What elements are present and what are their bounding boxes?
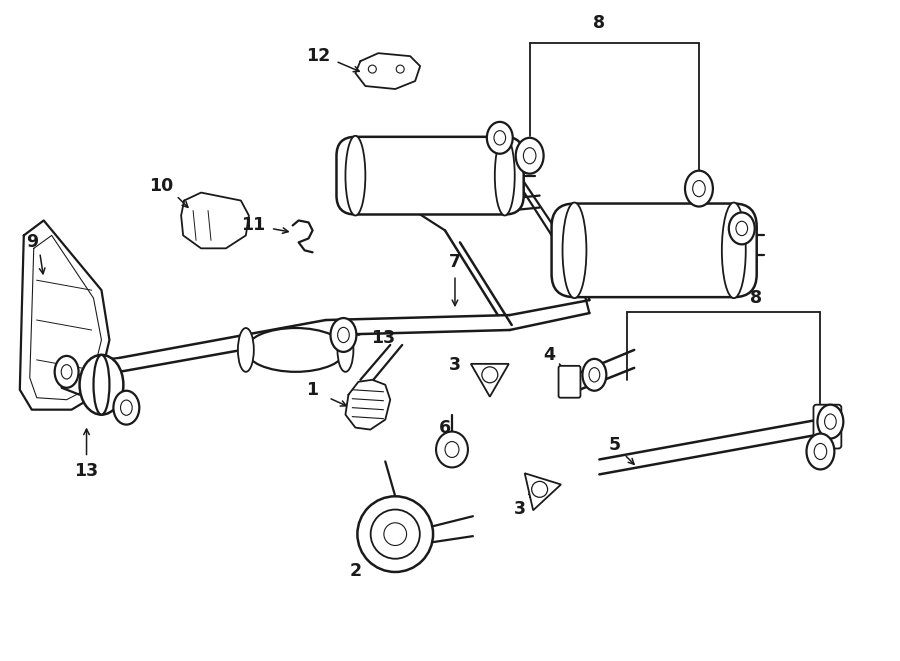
Ellipse shape	[582, 359, 607, 391]
Text: 7: 7	[449, 253, 461, 271]
Ellipse shape	[330, 318, 356, 352]
FancyBboxPatch shape	[337, 137, 524, 214]
Ellipse shape	[357, 496, 433, 572]
Ellipse shape	[368, 65, 376, 73]
Ellipse shape	[532, 481, 547, 497]
Ellipse shape	[722, 202, 746, 298]
Text: 4: 4	[544, 346, 555, 364]
Ellipse shape	[338, 327, 349, 342]
FancyBboxPatch shape	[814, 405, 842, 449]
Ellipse shape	[371, 510, 419, 559]
Ellipse shape	[729, 212, 755, 245]
Text: 13: 13	[75, 463, 99, 481]
FancyBboxPatch shape	[559, 366, 580, 398]
Text: 6: 6	[439, 418, 451, 436]
Text: 5: 5	[608, 436, 620, 453]
FancyBboxPatch shape	[552, 204, 757, 297]
Ellipse shape	[824, 414, 836, 429]
Ellipse shape	[482, 367, 498, 383]
Ellipse shape	[113, 391, 140, 424]
Ellipse shape	[55, 356, 78, 388]
Ellipse shape	[495, 136, 515, 215]
Ellipse shape	[685, 171, 713, 206]
Ellipse shape	[806, 434, 834, 469]
Ellipse shape	[346, 136, 365, 215]
Ellipse shape	[61, 365, 72, 379]
Text: 9: 9	[26, 233, 38, 251]
Ellipse shape	[338, 328, 354, 372]
Text: 1: 1	[307, 381, 319, 399]
Ellipse shape	[524, 147, 536, 164]
Ellipse shape	[436, 432, 468, 467]
Ellipse shape	[693, 180, 706, 197]
Ellipse shape	[445, 442, 459, 457]
Text: 3: 3	[514, 500, 526, 518]
Ellipse shape	[79, 355, 123, 414]
Text: 3: 3	[449, 356, 461, 374]
Ellipse shape	[589, 368, 599, 382]
Ellipse shape	[384, 523, 407, 545]
Ellipse shape	[94, 355, 110, 414]
Ellipse shape	[494, 131, 506, 145]
Polygon shape	[525, 473, 561, 510]
Ellipse shape	[814, 444, 827, 459]
Ellipse shape	[736, 221, 748, 235]
Text: 10: 10	[149, 176, 174, 194]
Ellipse shape	[238, 328, 254, 372]
Text: 12: 12	[306, 47, 330, 65]
Text: 8: 8	[593, 15, 606, 32]
Ellipse shape	[396, 65, 404, 73]
Text: 11: 11	[240, 216, 265, 235]
Text: 2: 2	[349, 562, 362, 580]
Text: 8: 8	[750, 289, 761, 307]
Ellipse shape	[817, 405, 843, 438]
Ellipse shape	[516, 137, 544, 174]
Polygon shape	[471, 364, 508, 397]
Text: 13: 13	[371, 329, 395, 347]
Ellipse shape	[246, 328, 346, 372]
Ellipse shape	[121, 400, 132, 415]
Ellipse shape	[562, 202, 587, 298]
Ellipse shape	[487, 122, 513, 154]
